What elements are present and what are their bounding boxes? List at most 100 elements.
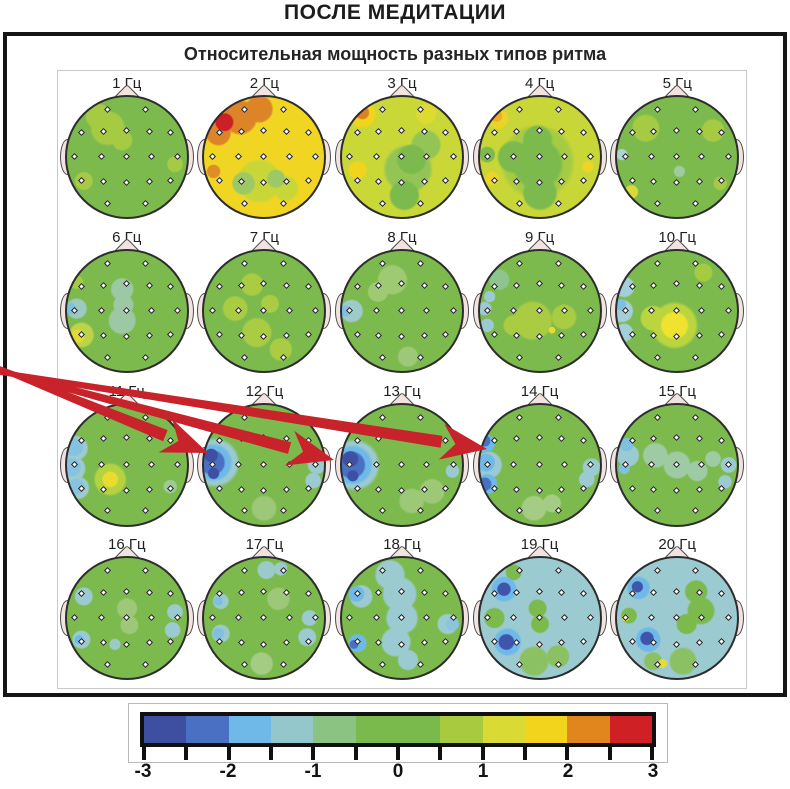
electrode-marker [512, 485, 520, 493]
topomap-panel: 1 Гц 2 Гц 3 Гц 4 Гц 5 Гц 6 Гц 7 Гц 8 Гц 9 Гц 10 Г… [57, 70, 747, 689]
head-figure [472, 84, 607, 221]
electrode-marker [692, 413, 700, 421]
scalp-topography [64, 556, 189, 681]
electrode-marker [97, 460, 105, 468]
colorbar-ticks [142, 746, 654, 760]
electrode-marker [353, 590, 361, 598]
electrode-marker [147, 460, 156, 468]
electrode-marker [535, 306, 543, 314]
electrode-marker [378, 567, 386, 575]
scalp-topography [477, 556, 602, 681]
electrode-marker [673, 587, 681, 595]
electrode-marker [260, 460, 268, 468]
head-frequency-label: 2 Гц [249, 75, 279, 92]
electrode-marker [285, 460, 293, 468]
electrode-marker [279, 106, 287, 114]
colorbar-tick [353, 746, 358, 760]
electrode-marker [285, 614, 293, 622]
electrode-marker [260, 280, 268, 288]
colorbar-segment [313, 716, 356, 743]
electrode-marker [560, 614, 568, 622]
electrode-marker [724, 614, 732, 622]
head-frequency-label: 4 Гц [524, 75, 555, 92]
head-figure [59, 545, 194, 682]
head-figure [610, 391, 745, 529]
electrode-marker [237, 127, 245, 135]
electrode-marker [491, 436, 499, 444]
electrode-marker [346, 152, 354, 161]
electrode-marker [717, 282, 725, 290]
electrode-marker [692, 507, 700, 515]
electrode-marker [535, 179, 543, 187]
electrode-marker [375, 639, 383, 647]
electrode-marker [260, 614, 268, 622]
electrode-marker [260, 486, 268, 494]
electrode-marker [512, 435, 520, 443]
electrode-marker [442, 484, 450, 492]
electrode-marker [78, 436, 86, 444]
electrode-marker [647, 306, 656, 314]
electrode-marker [717, 590, 725, 598]
electrode-marker [260, 333, 268, 341]
colorbar-tick-label: -3 [134, 761, 152, 782]
electrode-marker [122, 333, 130, 341]
electrode-marker [695, 331, 704, 339]
electrode-marker [724, 152, 732, 161]
colorbar-segment [186, 716, 229, 743]
electrode-marker [237, 639, 245, 647]
electrode-marker [653, 661, 662, 669]
electrode-marker [122, 486, 130, 494]
electrode-marker [145, 178, 153, 186]
electrode-marker [516, 106, 524, 114]
electrode-marker [145, 485, 153, 493]
electrode-marker [167, 638, 175, 646]
electrode-marker [283, 331, 291, 339]
electrode-marker [260, 126, 268, 134]
electrode-marker [279, 507, 287, 515]
electrode-marker [304, 282, 312, 290]
page-title: ПОСЛЕ МЕДИТАЦИИ [284, 1, 506, 24]
electrode-marker [122, 460, 130, 468]
electrode-marker [397, 126, 406, 134]
electrode-marker [442, 638, 450, 646]
electrode-marker [491, 128, 499, 137]
colorbar-tick [226, 746, 231, 760]
electrode-marker [420, 178, 428, 186]
electrode-marker [491, 484, 499, 492]
electrode-marker [535, 587, 543, 595]
electrode-marker [442, 330, 450, 338]
head-frequency-label: 8 Гц [387, 228, 417, 246]
topomap-cell: 1 Гц [58, 73, 196, 227]
colorbar-tick [438, 746, 443, 760]
electrode-marker [673, 640, 681, 648]
colorbar-tick [650, 746, 654, 760]
electrode-marker [237, 281, 245, 289]
electrode-marker [647, 614, 656, 622]
electrode-marker [698, 152, 706, 161]
electrode-marker [673, 306, 681, 314]
electrode-marker [420, 485, 428, 493]
electrode-marker [423, 306, 431, 314]
colorbar-tick [269, 746, 273, 760]
electrode-marker [237, 435, 245, 443]
electrode-marker [397, 614, 406, 622]
electrode-marker [673, 333, 681, 341]
topomap-cell: 7 Гц [196, 227, 334, 381]
electrode-marker [346, 614, 354, 622]
electrode-marker [71, 152, 79, 161]
electrode-marker [692, 353, 700, 361]
electrode-marker [647, 460, 656, 468]
electrode-marker [483, 614, 492, 622]
electrode-marker [558, 435, 566, 443]
head-frequency-label: 15 Гц [658, 382, 696, 400]
electrode-marker [99, 281, 108, 289]
electrode-marker [122, 640, 130, 648]
scalp-topography [202, 402, 327, 527]
electrode-marker [141, 106, 150, 114]
electrode-marker [375, 331, 383, 339]
electrode-marker [237, 331, 245, 339]
electrode-marker [174, 460, 182, 468]
electrode-marker [304, 436, 312, 444]
electrode-marker [397, 486, 406, 494]
